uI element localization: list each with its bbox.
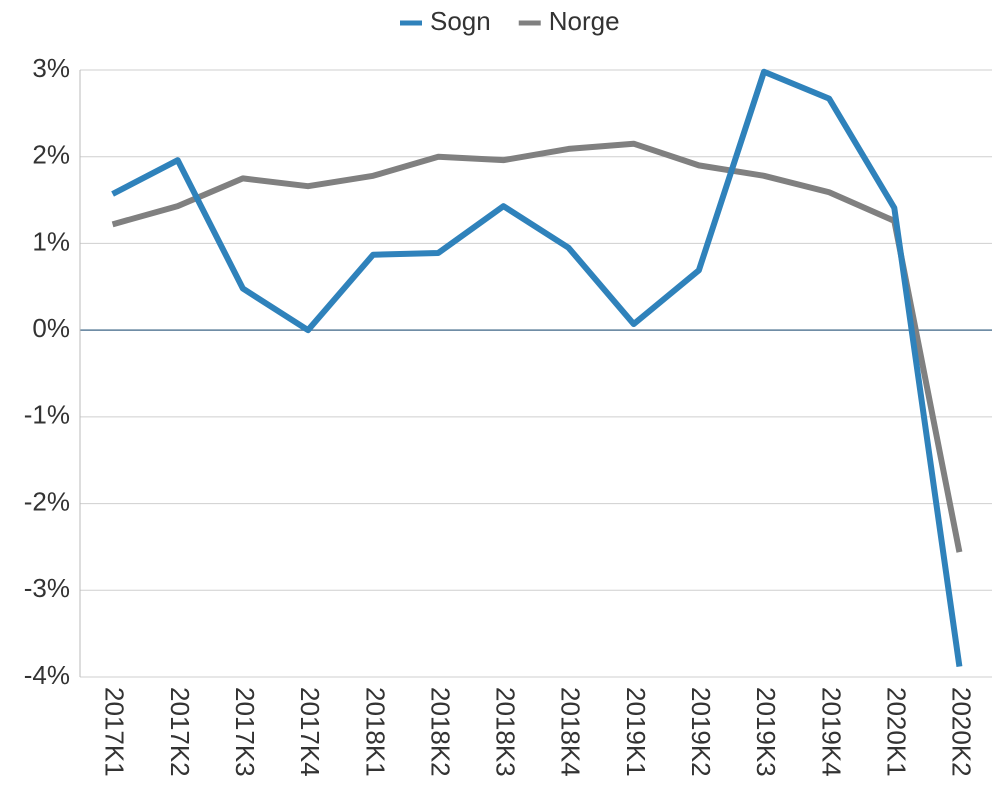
y-tick-label: -4% — [24, 660, 70, 690]
line-series — [111, 68, 963, 668]
x-tick-label: 2019K4 — [816, 687, 846, 777]
x-tick-label: 2017K1 — [100, 687, 130, 777]
x-tick-label: 2020K1 — [881, 687, 911, 777]
y-tick-label: 0% — [32, 313, 70, 343]
x-tick-label: 2020K2 — [947, 687, 977, 777]
y-tick-label: -3% — [24, 573, 70, 603]
x-tick-label: 2019K3 — [751, 687, 781, 777]
y-tick-label: -1% — [24, 400, 70, 430]
legend-label: Norge — [549, 6, 620, 36]
x-tick-label: 2018K1 — [360, 687, 390, 777]
y-tick-label: 3% — [32, 53, 70, 83]
x-tick-label: 2018K2 — [425, 687, 455, 777]
x-tick-label: 2018K4 — [556, 687, 586, 777]
legend-label: Sogn — [430, 6, 491, 36]
x-tick-label: 2017K3 — [230, 687, 260, 777]
x-tick-label: 2019K1 — [621, 687, 651, 777]
x-tick-label: 2018K3 — [491, 687, 521, 777]
line-series — [111, 140, 963, 553]
x-tick-label: 2019K2 — [686, 687, 716, 777]
y-tick-label: -2% — [24, 486, 70, 516]
x-tick-label: 2017K2 — [165, 687, 195, 777]
y-tick-label: 2% — [32, 140, 70, 170]
y-tick-label: 1% — [32, 226, 70, 256]
x-tick-label: 2017K4 — [295, 687, 325, 777]
